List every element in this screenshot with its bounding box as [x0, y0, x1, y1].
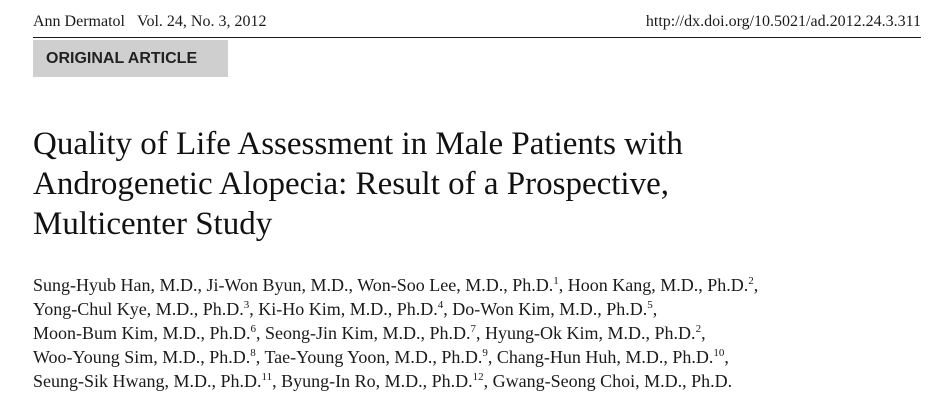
article-type-badge: ORIGINAL ARTICLE — [33, 40, 228, 77]
author-text: , Ki-Ho Kim, M.D., Ph.D. — [249, 299, 438, 319]
author-text: Woo-Young Sim, M.D., Ph.D. — [33, 347, 251, 367]
affiliation-marker: 8 — [250, 347, 256, 359]
author-text: , Gwang-Seong Choi, M.D., Ph.D. — [483, 371, 733, 391]
author-text: Sung-Hyub Han, M.D., Ji-Won Byun, M.D., … — [33, 275, 554, 295]
author-text: , Byung-In Ro, M.D., Ph.D. — [272, 371, 473, 391]
author-text: , Tae-Young Yoon, M.D., Ph.D. — [255, 347, 483, 367]
affiliation-marker: 4 — [437, 299, 444, 311]
author-text: , — [652, 299, 658, 319]
author-text: , — [701, 323, 706, 343]
author-text: Moon-Bum Kim, M.D., Ph.D. — [33, 323, 251, 343]
doi-link[interactable]: http://dx.doi.org/10.5021/ad.2012.24.3.3… — [645, 13, 921, 30]
journal-volume: Vol. 24, No. 3, 2012 — [136, 13, 267, 30]
author-line: Yong-Chul Kye, M.D., Ph.D.3, Ki-Ho Kim, … — [33, 297, 933, 321]
author-text: Seung-Sik Hwang, M.D., Ph.D. — [33, 371, 262, 391]
affiliation-marker: 3 — [243, 299, 250, 311]
author-text: , Seong-Jin Kim, M.D., Ph.D. — [256, 323, 471, 343]
affiliation-marker: 2 — [748, 275, 754, 287]
author-line: Moon-Bum Kim, M.D., Ph.D.6, Seong-Jin Ki… — [33, 321, 933, 345]
affiliation-marker: 6 — [250, 323, 257, 335]
affiliation-marker: 11 — [261, 371, 273, 383]
author-text: , — [724, 347, 729, 367]
article-title: Quality of Life Assessment in Male Patie… — [33, 124, 913, 244]
author-text: , Hoon Kang, M.D., Ph.D. — [558, 275, 749, 295]
author-text: Yong-Chul Kye, M.D., Ph.D. — [33, 299, 244, 319]
affiliation-marker: 10 — [713, 347, 725, 359]
author-text: , Do-Won Kim, M.D., Ph.D. — [443, 299, 648, 319]
affiliation-marker: 12 — [472, 371, 484, 383]
affiliation-marker: 7 — [470, 323, 477, 335]
journal-name: Ann Dermatol — [33, 13, 125, 30]
journal-citation: Ann Dermatol Vol. 24, No. 3, 2012 — [33, 13, 266, 31]
affiliation-marker: 2 — [695, 323, 702, 335]
affiliation-marker: 9 — [482, 347, 488, 359]
author-line: Sung-Hyub Han, M.D., Ji-Won Byun, M.D., … — [33, 273, 933, 297]
affiliation-marker: 1 — [553, 275, 559, 287]
author-text: , Chang-Hun Huh, M.D., Ph.D. — [487, 347, 714, 367]
author-list: Sung-Hyub Han, M.D., Ji-Won Byun, M.D., … — [33, 273, 933, 393]
author-line: Woo-Young Sim, M.D., Ph.D.8, Tae-Young Y… — [33, 345, 933, 369]
running-header: Ann Dermatol Vol. 24, No. 3, 2012 http://… — [33, 8, 921, 38]
title-line: Quality of Life Assessment in Male Patie… — [33, 126, 683, 162]
title-line: Multicenter Study — [33, 206, 273, 242]
title-line: Androgenetic Alopecia: Result of a Prosp… — [33, 166, 669, 202]
affiliation-marker: 5 — [647, 299, 653, 311]
author-text: , — [753, 275, 759, 295]
author-text: , Hyung-Ok Kim, M.D., Ph.D. — [476, 323, 696, 343]
author-line: Seung-Sik Hwang, M.D., Ph.D.11, Byung-In… — [33, 369, 933, 393]
